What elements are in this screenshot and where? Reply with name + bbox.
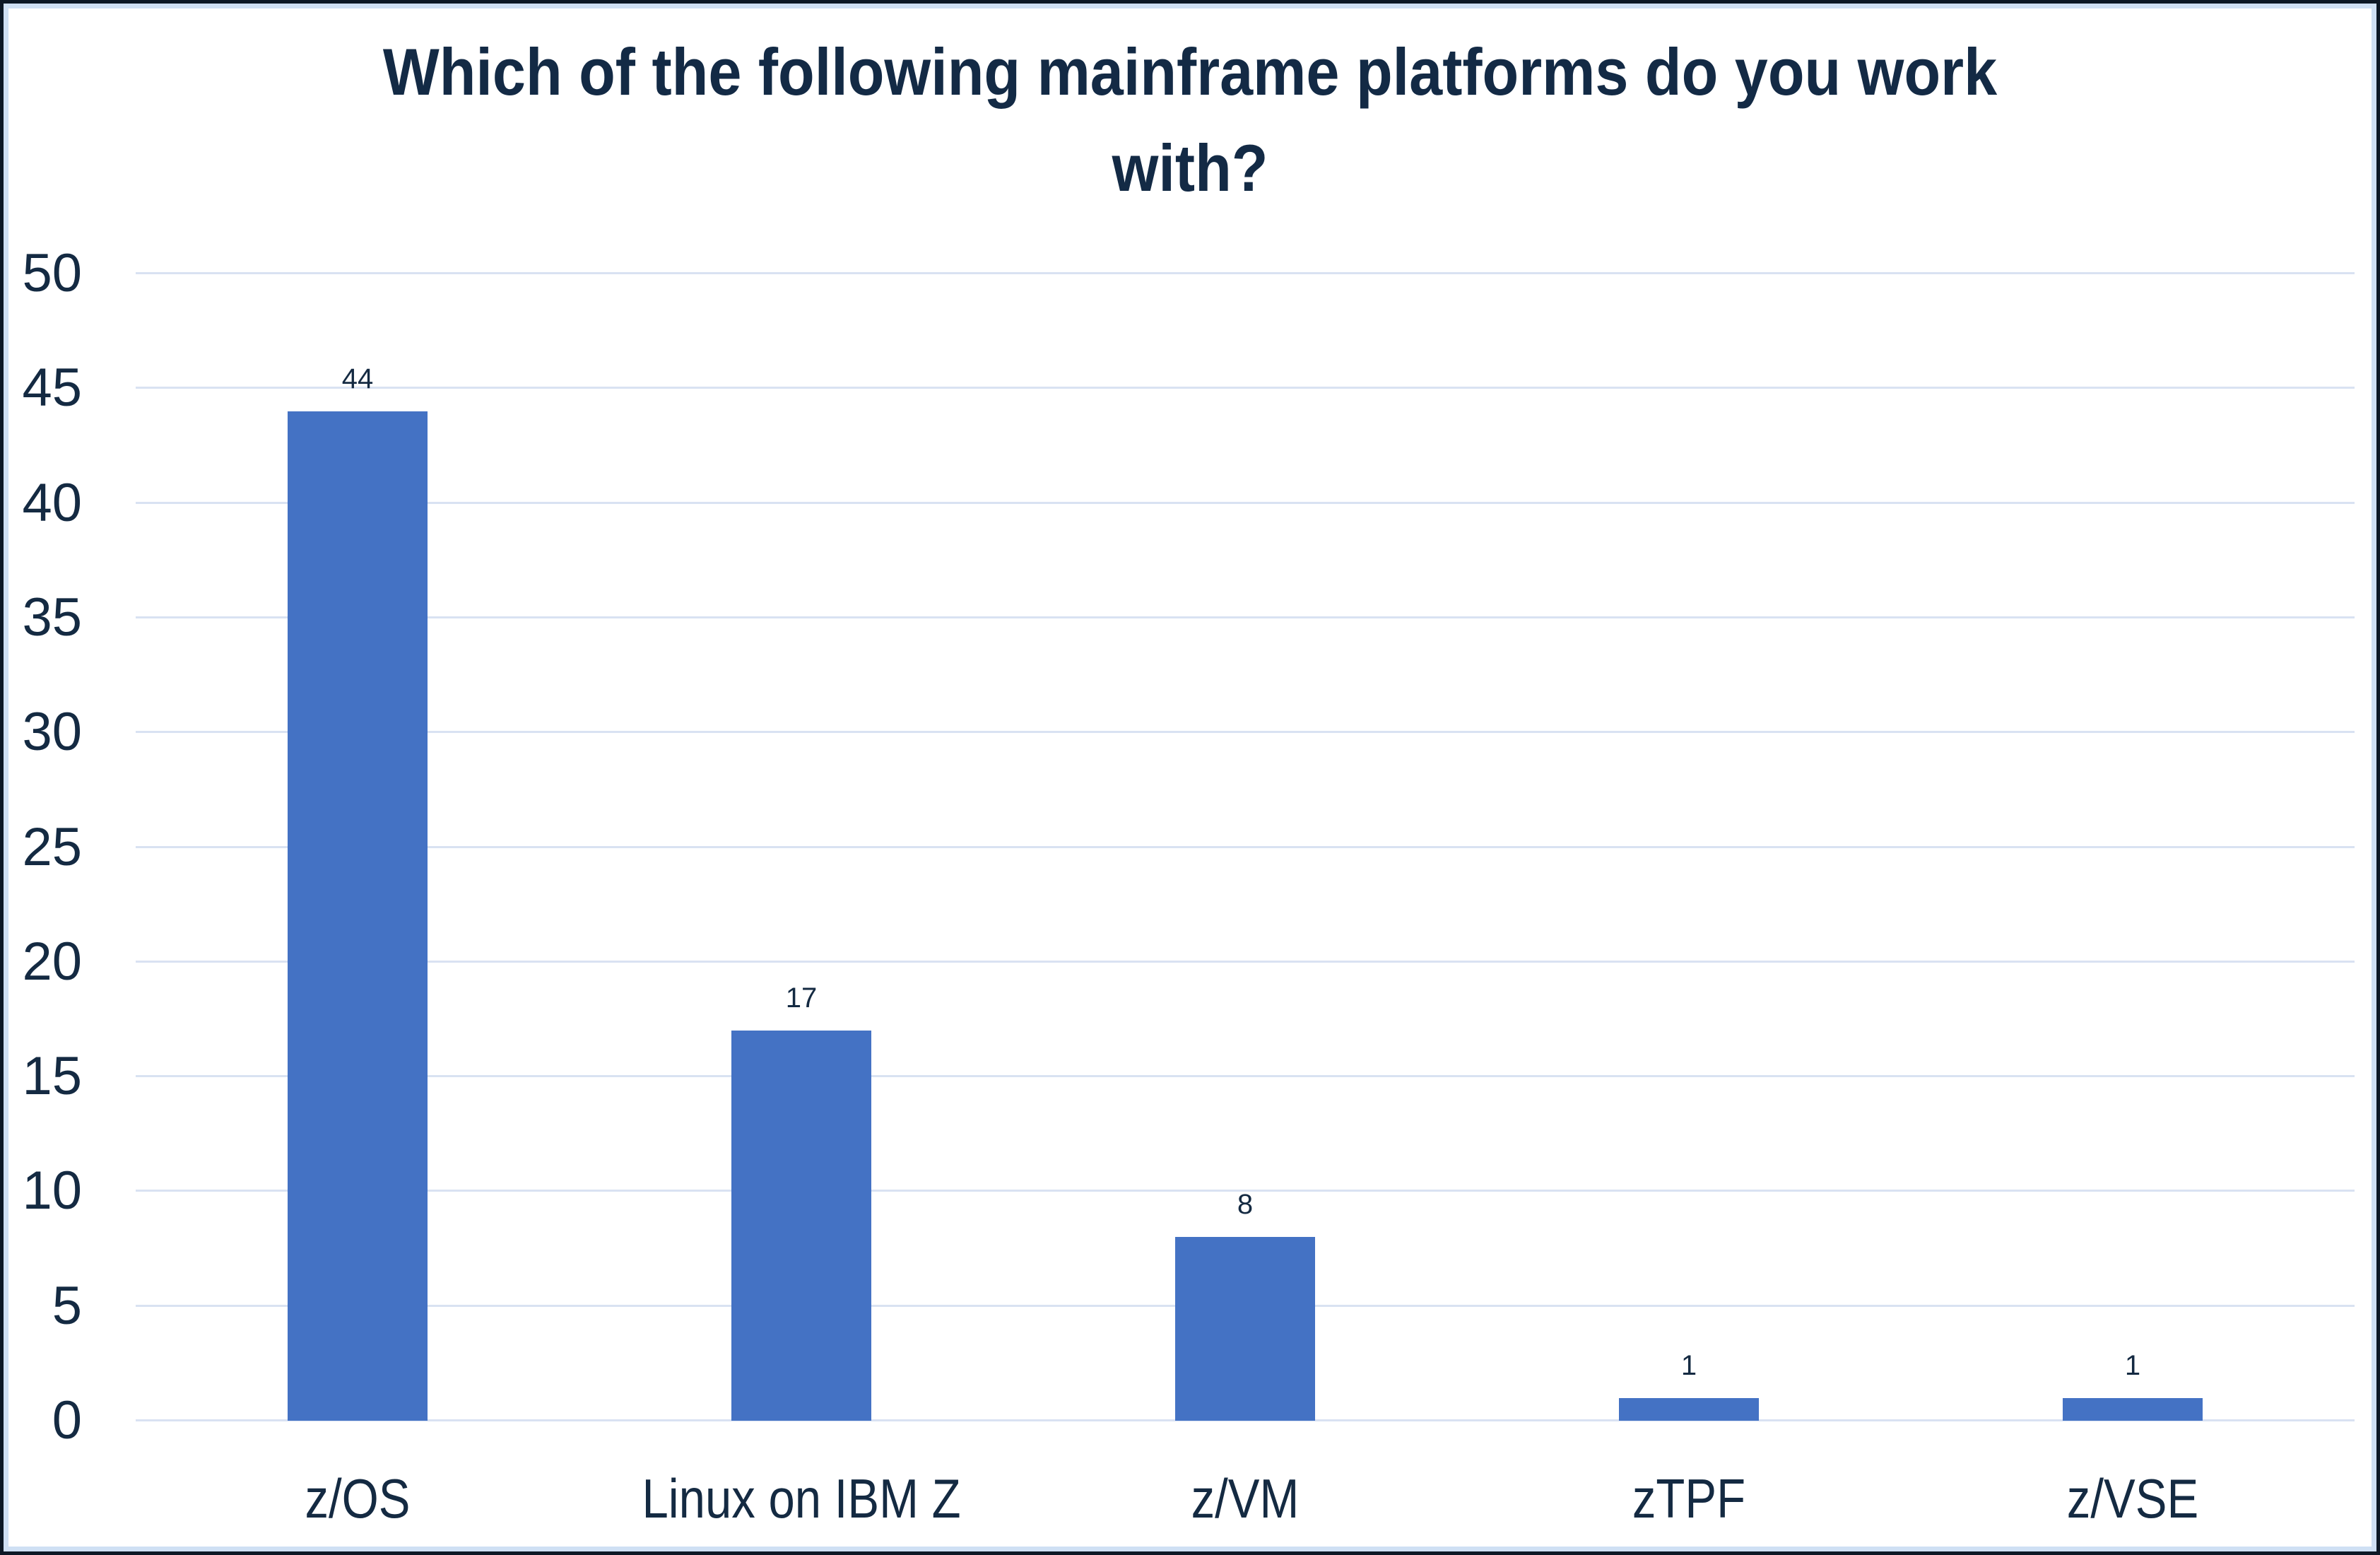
data-label-ztpf: 1 (1680, 1349, 1697, 1381)
y-tick-label-40: 40 (22, 472, 82, 533)
y-tick-label-25: 25 (22, 816, 82, 877)
y-axis: 0 5 10 15 20 25 30 35 40 45 50 (17, 247, 82, 1448)
x-tick-label-z-vm: z/VM (1191, 1467, 1300, 1530)
y-tick-label-30: 30 (22, 702, 82, 763)
gridline-35 (136, 616, 2355, 618)
bar-slot-ztpf: 1 (1467, 274, 1911, 1421)
gridline-15 (136, 1075, 2355, 1078)
bar-z-vse (2063, 1397, 2203, 1421)
x-tick-label-z-os: z/OS (305, 1467, 411, 1530)
bar-slot-z-vse: 1 (1911, 274, 2355, 1421)
bar-z-vm (1175, 1237, 1315, 1421)
x-tick-label-z-vse: z/VSE (2066, 1467, 2199, 1530)
bar-z-os (288, 411, 428, 1421)
y-tick-label-5: 5 (52, 1275, 82, 1336)
gridline-40 (136, 501, 2355, 504)
y-tick-label-20: 20 (22, 931, 82, 992)
chart-inner-border: Which of the following mainframe platfor… (4, 4, 2376, 1551)
y-tick-label-50: 50 (22, 243, 82, 303)
x-tick-label-ztpf: zTPF (1632, 1467, 1746, 1530)
x-axis: z/OS Linux on IBM Z z/VM zTPF z/VSE (136, 1456, 2355, 1541)
chart-title: Which of the following mainframe platfor… (382, 35, 1998, 206)
bar-linux-on-ibm-z (731, 1031, 871, 1421)
y-tick-label-45: 45 (22, 358, 82, 418)
data-label-z-vse: 1 (2124, 1349, 2141, 1381)
y-tick-label-10: 10 (22, 1161, 82, 1221)
bar-slot-z-vm: 8 (1023, 274, 1467, 1421)
gridline-30 (136, 731, 2355, 734)
data-label-z-vm: 8 (1237, 1189, 1254, 1221)
y-tick-label-15: 15 (22, 1046, 82, 1107)
gridline-10 (136, 1190, 2355, 1192)
gridline-45 (136, 387, 2355, 389)
bar-ztpf (1619, 1397, 1759, 1421)
data-label-linux-on-ibm-z: 17 (785, 982, 818, 1014)
plot-area: 44 17 8 1 1 (136, 272, 2355, 1421)
gridline-25 (136, 845, 2355, 848)
bar-slot-linux-on-ibm-z: 17 (579, 274, 1023, 1421)
x-tick-label-linux-on-ibm-z: Linux on IBM Z (642, 1467, 961, 1530)
y-tick-label-35: 35 (22, 587, 82, 647)
data-label-z-os: 44 (341, 363, 374, 394)
bar-slot-z-os: 44 (136, 274, 579, 1421)
gridline-50 (136, 272, 2355, 274)
y-tick-label-0: 0 (52, 1390, 82, 1450)
gridline-20 (136, 960, 2355, 963)
